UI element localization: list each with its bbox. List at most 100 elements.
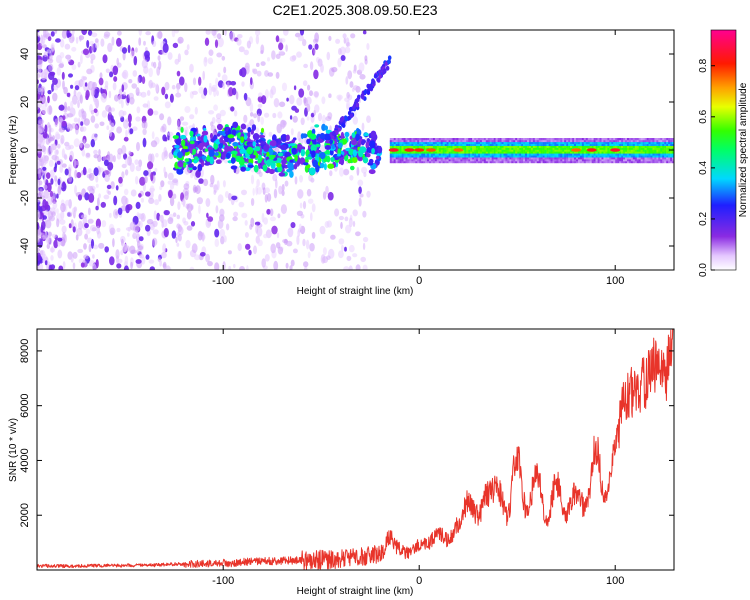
spectrogram-cell [591, 138, 594, 141]
spectrogram-cell [480, 159, 483, 162]
spectrogram-cell [61, 225, 67, 234]
spectrogram-cell [206, 212, 209, 218]
spectrogram-cell [440, 157, 443, 160]
spectrogram-cell [185, 239, 191, 249]
spectrogram-cell [305, 156, 312, 160]
spectrogram-cell [162, 43, 169, 53]
spectrogram-cell [349, 81, 354, 88]
spectrogram-cell [644, 139, 647, 143]
spectrogram-cell [74, 169, 78, 179]
spectrogram-cell [407, 151, 410, 154]
spectrogram-cell [654, 151, 657, 154]
spectrogram-cell [581, 161, 585, 164]
spectrogram-cell [150, 140, 158, 148]
spectrogram-cell [141, 256, 146, 265]
spectrogram-cell [40, 191, 46, 197]
spectrogram-cell [337, 95, 342, 102]
spectrogram-cell [260, 127, 265, 134]
spectrogram-cell [601, 139, 604, 143]
spectrogram-cell [280, 204, 287, 215]
spectrogram-cell [257, 239, 263, 247]
spectrogram-cell [397, 159, 400, 162]
spectrogram-cell [523, 155, 526, 158]
spectrogram-cell [423, 155, 426, 158]
spectrogram-cell [550, 141, 553, 144]
spectrogram-cell [344, 216, 349, 222]
spectrogram-cell [540, 139, 543, 143]
spectrogram-cell [239, 148, 247, 154]
spectrogram-cell [186, 225, 193, 231]
spectrogram-cell [51, 233, 57, 238]
spectrogram-cell [184, 49, 189, 56]
spectrogram-cell [431, 161, 434, 164]
spectrogram-cell [489, 153, 492, 156]
spectrogram-cell [194, 254, 201, 261]
spectrogram-cell [209, 156, 214, 165]
spectrogram-cell [507, 161, 510, 164]
spectrogram-cell [672, 143, 674, 146]
spectrogram-cell [474, 161, 477, 164]
spectrogram-cell [397, 155, 400, 158]
spectrogram-cell [607, 141, 610, 144]
spectrogram-cell [480, 141, 483, 144]
spectrogram-cell [43, 69, 50, 78]
spectrogram-cell [605, 151, 608, 154]
spectrogram-cell [112, 65, 119, 76]
spectrogram-cell [625, 143, 628, 146]
spectrogram-cell [253, 164, 259, 173]
spectrogram-cell [611, 157, 614, 160]
spectrogram-cell [511, 159, 514, 162]
spectrogram-cell [530, 143, 534, 146]
spectrogram-cell [579, 138, 583, 141]
spectrogram-cell [405, 155, 408, 158]
spectrogram-cell [554, 161, 557, 164]
spectrogram-cell [615, 141, 618, 144]
spectrogram-cell [654, 139, 657, 143]
spectrogram-cell [476, 149, 479, 152]
spectrogram-cell [623, 161, 626, 164]
spectrogram-cell [546, 157, 549, 160]
spectrogram-cell [601, 159, 604, 162]
spectrogram-cell [411, 157, 414, 160]
spectrogram-cell [417, 141, 420, 144]
spectrogram-cell [54, 118, 58, 128]
spectrogram-hotspot [571, 148, 581, 152]
spectrogram-cell [348, 265, 353, 270]
spectrogram-cell [458, 159, 461, 162]
spectrogram-cell [468, 141, 471, 144]
spectrogram-cell [664, 147, 667, 150]
spectrogram-cell [625, 139, 628, 143]
spectrogram-cell [634, 161, 637, 164]
spectrogram-cell [556, 153, 559, 156]
spectrogram-cell [613, 141, 616, 144]
spectrogram-cell [246, 265, 249, 270]
spectrogram-cell [250, 217, 255, 228]
spectrogram-cell [61, 148, 65, 158]
spectrogram-cell [90, 115, 96, 123]
spectrogram-cell [327, 163, 335, 169]
spectrogram-cell [480, 149, 483, 152]
spectrogram-cell [476, 151, 479, 154]
spectrogram-cell [407, 145, 410, 148]
spectrogram-cell [193, 159, 198, 164]
spectrogram-cell [277, 246, 284, 255]
spectrogram-cell [556, 155, 559, 158]
spectrogram-cell [269, 216, 276, 222]
spectrogram-cell [203, 178, 209, 187]
spectrogram-cell [619, 149, 622, 152]
spectrogram-cell [84, 143, 91, 149]
spectrogram-cell [621, 141, 624, 144]
spectrogram-cell [468, 147, 471, 150]
spectrogram-cell [37, 73, 41, 79]
spectrogram-cell [568, 149, 571, 152]
spectrogram-cell [452, 143, 455, 146]
spectrogram-cell [162, 219, 168, 228]
spectrogram-cell [360, 256, 367, 263]
spectrogram-cell [325, 116, 332, 122]
spectrogram-cell [632, 147, 635, 150]
spectrogram-cell [489, 147, 492, 150]
spectrogram-cell [515, 159, 518, 162]
spectrogram-cell [61, 30, 68, 39]
spectrogram-cell [464, 159, 467, 162]
spectrogram-cell [236, 38, 242, 46]
